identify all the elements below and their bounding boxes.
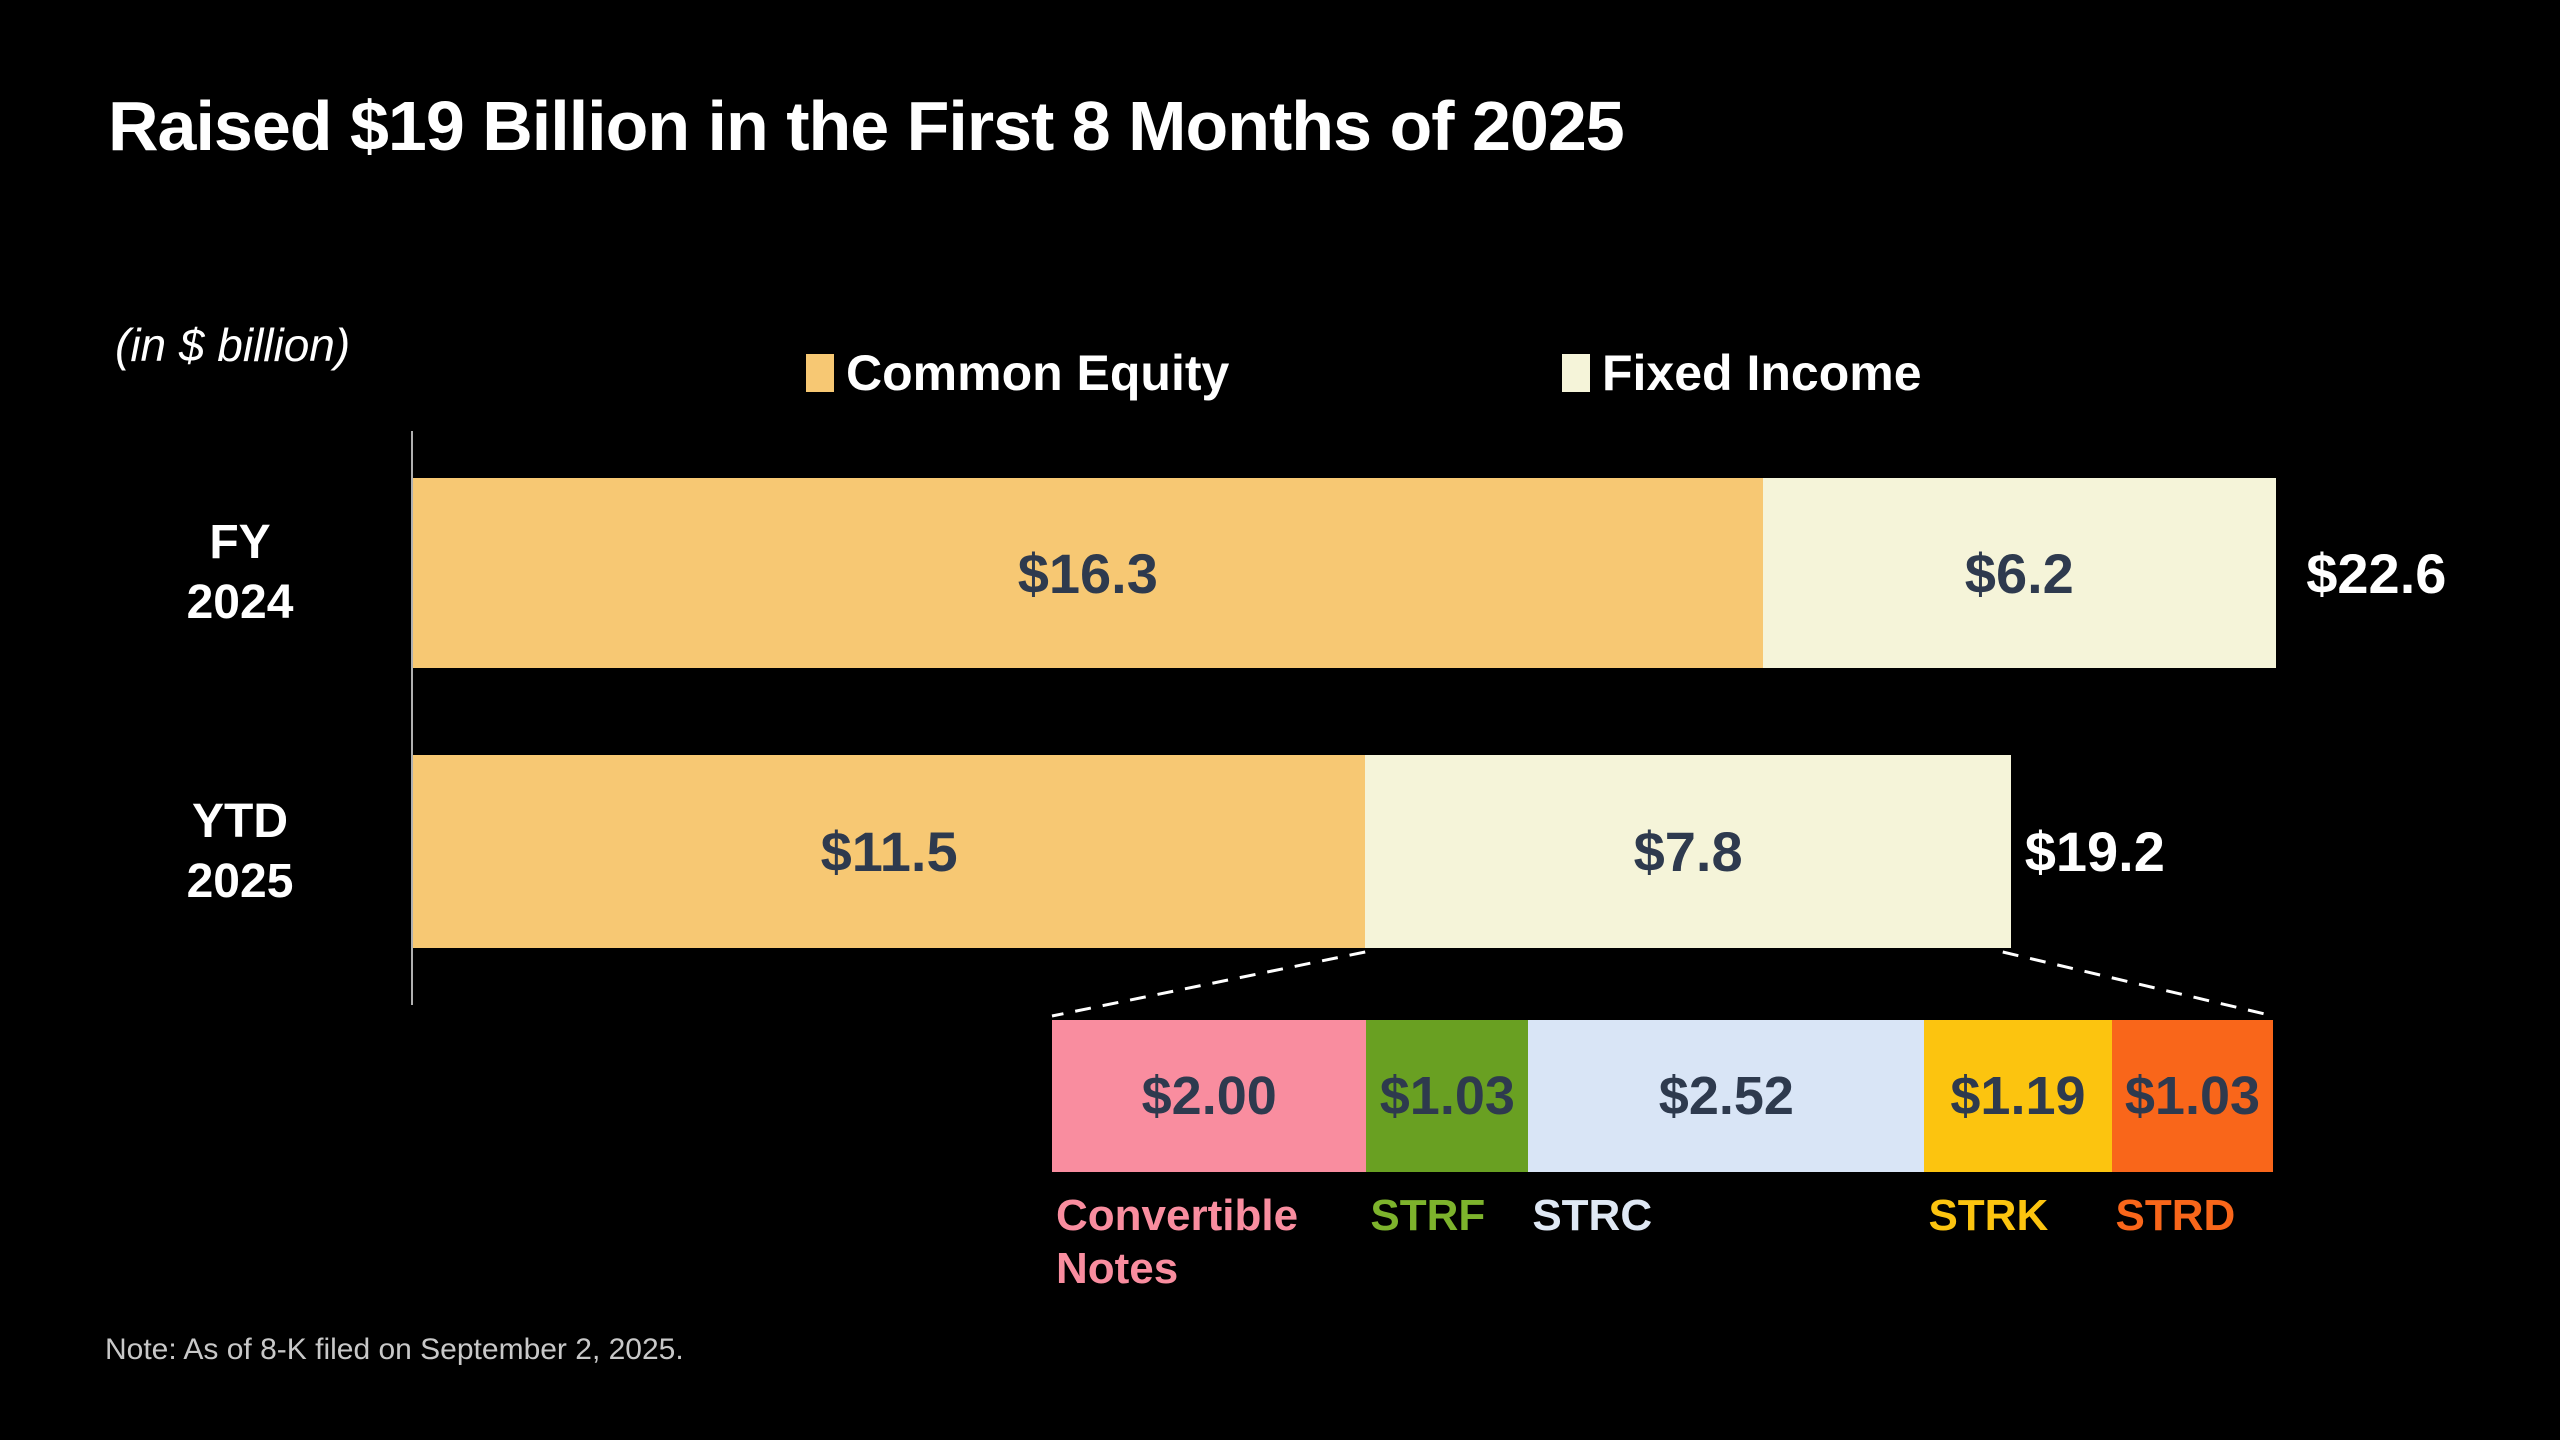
bar-segment-common-equity: $11.5 [413, 755, 1366, 948]
breakdown-segment-name: STRC [1532, 1191, 1653, 1240]
legend-label-common-equity: Common Equity [846, 345, 1230, 401]
breakdown-segment-value: $1.19 [1950, 1066, 2086, 1126]
bar-segment-value: $7.8 [1633, 820, 1743, 883]
bar-segment-common-equity: $16.3 [413, 478, 1763, 668]
breakdown-segment-name: Convertible Notes [1056, 1191, 1299, 1293]
breakdown-segment-name: STRF [1370, 1191, 1486, 1240]
fixed-income-breakdown-bar: $2.00 $1.03 $2.52 $1.19 $1.03 [1052, 1020, 2274, 1172]
footnote: Note: As of 8-K filed on September 2, 20… [105, 1333, 684, 1366]
bar-segment-fixed-income: $7.8 [1365, 755, 2012, 948]
category-label: FY 2024 [186, 516, 294, 629]
common-equity-swatch [806, 354, 834, 392]
breakdown-segment-strk: $1.19 [1924, 1020, 2112, 1172]
units-label: (in $ billion) [115, 319, 351, 371]
breakdown-segment-convertible-notes: $2.00 [1052, 1020, 1367, 1172]
bar-segment-fixed-income: $6.2 [1762, 478, 2276, 668]
bar-total-label: $22.6 [2306, 541, 2447, 605]
stacked-bar-row: $11.5 $7.8 [413, 755, 2012, 948]
breakdown-segment-value: $2.52 [1658, 1066, 1794, 1126]
y-axis-line [411, 431, 413, 1005]
breakdown-segment-value: $2.00 [1141, 1066, 1277, 1126]
legend-item-common-equity: Common Equity [806, 344, 1229, 402]
breakdown-segment-strf: $1.03 [1366, 1020, 1529, 1172]
slide-title: Raised $19 Billion in the First 8 Months… [108, 87, 1625, 165]
bar-segment-value: $16.3 [1017, 541, 1158, 605]
bar-segment-value: $11.5 [820, 820, 958, 883]
breakdown-segment-strc: $2.52 [1528, 1020, 1925, 1172]
breakdown-segment-strd: $1.03 [2111, 1020, 2274, 1172]
breakdown-segment-name: STRK [1928, 1191, 2049, 1240]
breakdown-segment-name: STRD [2115, 1191, 2236, 1240]
stacked-bar-row: $16.3 $6.2 [413, 478, 2276, 668]
breakdown-segment-value: $1.03 [1379, 1066, 1515, 1126]
breakdown-connector-right-line [2002, 950, 2274, 1018]
category-label: YTD 2025 [186, 794, 294, 908]
fixed-income-swatch [1562, 354, 1590, 392]
breakdown-connector-left-line [1051, 950, 1366, 1018]
bar-total-label: $19.2 [2024, 820, 2165, 883]
bar-segment-value: $6.2 [1964, 541, 2074, 605]
breakdown-segment-value: $1.03 [2124, 1066, 2261, 1126]
legend-item-fixed-income: Fixed Income [1562, 344, 1922, 402]
legend-label-fixed-income: Fixed Income [1602, 345, 1922, 401]
